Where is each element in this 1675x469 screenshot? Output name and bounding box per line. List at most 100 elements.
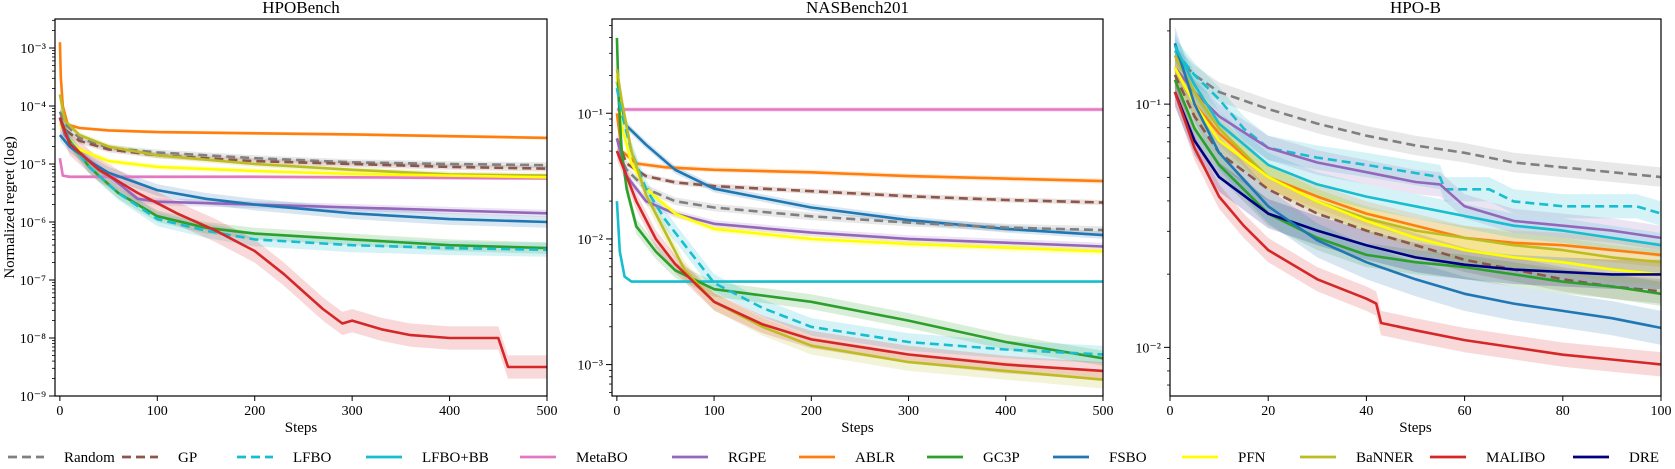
x-tick-label: 0 bbox=[56, 404, 63, 419]
band-banner bbox=[616, 60, 1103, 389]
y-tick-label: 10⁻³ bbox=[20, 42, 46, 57]
series-line-metabo bbox=[58, 157, 547, 180]
band-random bbox=[616, 147, 1103, 234]
legend-label: MALIBO bbox=[1486, 450, 1545, 466]
series-line-malibo bbox=[58, 117, 547, 369]
legend-item-metabo: MetaBO bbox=[520, 450, 628, 466]
x-tick-label: 100 bbox=[704, 404, 725, 419]
band-gc3p bbox=[59, 111, 547, 254]
x-tick-label: 0 bbox=[613, 404, 620, 419]
plot-area bbox=[615, 30, 1103, 389]
y-tick-label: 10⁻¹ bbox=[577, 107, 603, 122]
legend-label: DRE bbox=[1629, 450, 1659, 466]
plot-area bbox=[1173, 26, 1661, 377]
band-random bbox=[1174, 45, 1661, 187]
x-tick-label: 500 bbox=[1093, 404, 1114, 419]
series-line-gc3p bbox=[615, 37, 1103, 360]
legend-label: ABLR bbox=[855, 450, 895, 466]
y-tick-label: 10⁻⁷ bbox=[20, 274, 46, 289]
series-line-fsbo bbox=[1173, 42, 1661, 330]
panel-title: HPOBench bbox=[262, 0, 340, 17]
legend-label: FSBO bbox=[1109, 450, 1147, 466]
x-tick-label: 100 bbox=[1651, 404, 1672, 419]
plot-frame bbox=[611, 18, 1104, 397]
legend-label: GP bbox=[178, 450, 197, 466]
series-line-lfbo-bb bbox=[615, 201, 1103, 283]
band-malibo bbox=[616, 142, 1103, 380]
x-tick-label: 80 bbox=[1556, 404, 1570, 419]
series-line-gc3p bbox=[1173, 79, 1661, 296]
band-ablr bbox=[616, 110, 1103, 184]
legend-label: PFN bbox=[1238, 450, 1266, 466]
y-tick-label: 10⁻⁹ bbox=[20, 390, 46, 405]
series-line-banner bbox=[1173, 54, 1661, 264]
series-line-rgpe bbox=[1173, 66, 1661, 240]
legend-label: LFBO bbox=[293, 450, 332, 466]
series-line-rgpe bbox=[615, 138, 1103, 248]
panel-hpo-b: HPO-B 0 20 40 60 80 100 Steps 10⁻² 10⁻¹ bbox=[1135, 0, 1671, 436]
series-line-random bbox=[58, 111, 547, 167]
legend-label: MetaBO bbox=[576, 450, 628, 466]
series-line-pfn bbox=[1173, 66, 1661, 276]
legend-item-pfn: PFN bbox=[1182, 450, 1266, 466]
series-line-lfbo-bb bbox=[1173, 45, 1661, 247]
x-tick-label: 40 bbox=[1359, 404, 1373, 419]
legend-item-gp: GP bbox=[122, 450, 197, 466]
band-pfn bbox=[59, 120, 547, 181]
y-tick-label: 10⁻¹ bbox=[1135, 98, 1161, 113]
x-tick-label: 200 bbox=[801, 404, 822, 419]
plot-area bbox=[58, 40, 547, 379]
x-axis-label: Steps bbox=[285, 420, 318, 436]
band-gp bbox=[1174, 62, 1661, 304]
x-axis-label: Steps bbox=[841, 420, 874, 436]
series-line-ablr bbox=[58, 42, 547, 140]
y-tick-label: 10⁻⁶ bbox=[20, 216, 46, 231]
x-tick-label: 200 bbox=[244, 404, 265, 419]
series-line-lfbo bbox=[1173, 49, 1661, 215]
legend-item-random: Random bbox=[8, 450, 115, 466]
legend-item-lfbo: LFBO bbox=[237, 450, 332, 466]
y-tick-label: 10⁻³ bbox=[577, 359, 603, 374]
legend-item-dre: DRE bbox=[1573, 450, 1659, 466]
y-tick-label: 10⁻⁸ bbox=[20, 332, 46, 347]
series-line-malibo bbox=[1173, 91, 1661, 366]
series-line-banner bbox=[58, 94, 547, 177]
y-axis-label: Normalized regret (log) bbox=[2, 136, 18, 278]
series-line-lfbo bbox=[58, 117, 547, 252]
band-lfbo bbox=[59, 110, 547, 257]
legend-label: Random bbox=[64, 450, 115, 466]
legend-item-gc3p: GC3P bbox=[927, 450, 1020, 466]
x-tick-label: 400 bbox=[439, 404, 460, 419]
legend-label: LFBO+BB bbox=[422, 450, 489, 466]
y-tick-label: 10⁻⁵ bbox=[20, 158, 46, 173]
panel-nasbench201: NASBench201 0 100 200 300 400 500 Steps 10⁻³ 10⁻²… bbox=[577, 0, 1113, 436]
series-line-random bbox=[615, 150, 1103, 232]
legend: Random GP LFBO LFBO+BB MetaBO RGPE ABLR GC3P FSB… bbox=[8, 450, 1659, 466]
panel-hpobench: HPOBench 0 100 200 300 400 500 Steps 10⁻⁹ 10⁻⁸ 10⁻… bbox=[2, 0, 558, 436]
x-tick-label: 400 bbox=[995, 404, 1016, 419]
x-tick-label: 100 bbox=[147, 404, 168, 419]
x-tick-label: 300 bbox=[342, 404, 363, 419]
band-dre bbox=[1174, 77, 1661, 290]
x-tick-label: 60 bbox=[1458, 404, 1472, 419]
legend-item-fsbo: FSBO bbox=[1053, 450, 1147, 466]
legend-item-lfbo-bb: LFBO+BB bbox=[366, 450, 489, 466]
legend-label: BaNNER bbox=[1356, 450, 1414, 466]
x-tick-label: 500 bbox=[537, 404, 558, 419]
x-tick-label: 20 bbox=[1261, 404, 1275, 419]
series-line-malibo bbox=[615, 150, 1103, 373]
panel-title: HPO-B bbox=[1390, 0, 1441, 17]
panel-title: NASBench201 bbox=[806, 0, 909, 17]
band-ablr bbox=[59, 40, 547, 140]
series-line-gp bbox=[1173, 74, 1661, 293]
legend-item-rgpe: RGPE bbox=[672, 450, 766, 466]
series-line-ablr bbox=[1173, 66, 1661, 257]
x-axis-label: Steps bbox=[1399, 420, 1432, 436]
legend-item-banner: BaNNER bbox=[1300, 450, 1414, 466]
legend-item-ablr: ABLR bbox=[799, 450, 895, 466]
plot-frame bbox=[54, 18, 548, 397]
legend-label: RGPE bbox=[728, 450, 766, 466]
x-tick-label: 300 bbox=[898, 404, 919, 419]
